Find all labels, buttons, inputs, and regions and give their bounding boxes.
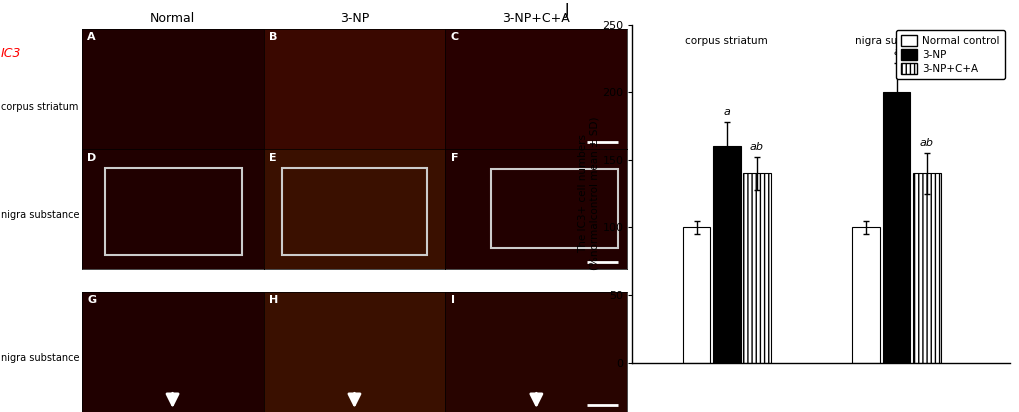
Bar xyxy=(912,173,940,363)
Text: corpus striatum: corpus striatum xyxy=(1,102,78,112)
Text: J: J xyxy=(564,3,569,18)
Text: corpus striatum: corpus striatum xyxy=(685,35,767,46)
Text: nigra substance: nigra substance xyxy=(1,353,79,363)
Bar xyxy=(712,146,740,363)
Text: 3-NP+C+A: 3-NP+C+A xyxy=(502,12,570,25)
Text: F: F xyxy=(450,152,458,163)
Y-axis label: The IC3+ cell numbers
(%normalcontrol mean ± SD): The IC3+ cell numbers (%normalcontrol me… xyxy=(578,117,599,270)
Bar xyxy=(105,168,242,255)
Text: IC3: IC3 xyxy=(1,47,21,60)
Text: nigra substance: nigra substance xyxy=(1,210,79,220)
Text: G: G xyxy=(87,295,96,305)
Bar xyxy=(742,173,770,363)
Text: I: I xyxy=(450,295,454,305)
Text: B: B xyxy=(269,33,277,42)
Legend: Normal control, 3-NP, 3-NP+C+A: Normal control, 3-NP, 3-NP+C+A xyxy=(895,30,1004,79)
Text: Normal: Normal xyxy=(150,12,195,25)
Text: H: H xyxy=(269,295,278,305)
Text: A: A xyxy=(87,33,96,42)
Bar xyxy=(682,227,710,363)
Bar xyxy=(852,227,879,363)
Text: a: a xyxy=(722,107,730,117)
Text: a: a xyxy=(893,47,899,57)
Bar xyxy=(881,92,910,363)
Text: ab: ab xyxy=(749,142,763,152)
Text: D: D xyxy=(87,152,96,163)
Text: C: C xyxy=(450,33,459,42)
Text: E: E xyxy=(269,152,276,163)
Text: ab: ab xyxy=(919,138,932,147)
Bar xyxy=(281,168,427,255)
Text: nigra substance: nigra substance xyxy=(854,35,937,46)
Text: 3-NP: 3-NP xyxy=(339,12,369,25)
